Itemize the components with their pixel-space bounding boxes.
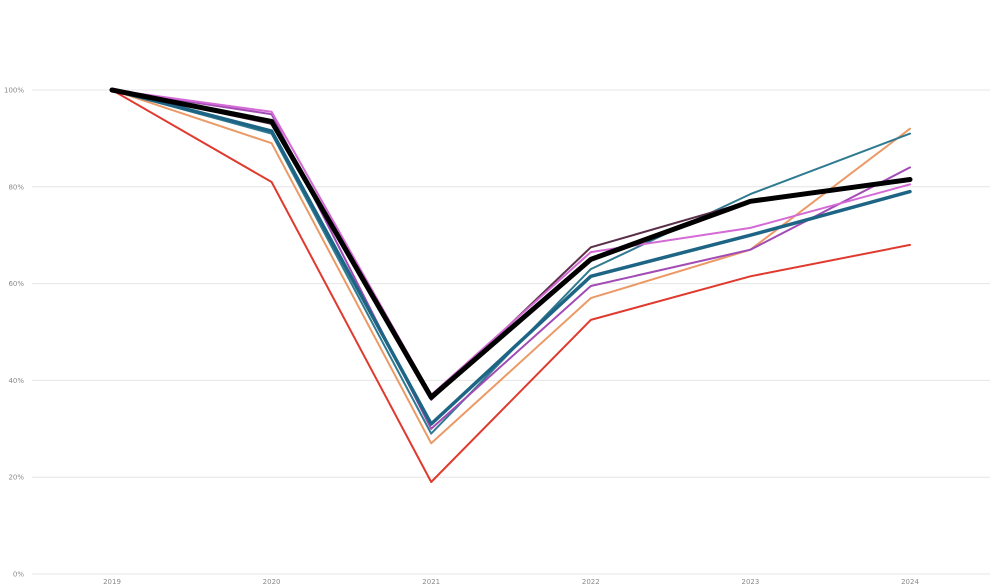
series-line-5 — [111, 89, 911, 401]
x-tick-label: 2021 — [422, 578, 440, 586]
series-line-7 — [110, 88, 912, 426]
x-tick-label: 2020 — [263, 578, 281, 586]
y-tick-label: 80% — [8, 183, 24, 191]
series-line-1 — [111, 89, 911, 483]
series-line-4 — [111, 89, 911, 430]
y-tick-label: 100% — [4, 87, 24, 95]
x-tick-label: 2023 — [741, 578, 759, 586]
x-tick-label: 2019 — [103, 578, 121, 586]
series-line-2 — [111, 89, 911, 445]
series-line-6 — [111, 89, 911, 396]
x-tick-label: 2024 — [901, 578, 919, 586]
x-axis-tick-labels: 2019 2020 2021 2022 2023 2024 — [103, 578, 919, 586]
y-tick-label: 60% — [8, 280, 24, 288]
series-line-8 — [109, 87, 913, 400]
y-tick-label: 40% — [8, 377, 24, 385]
gridlines — [32, 89, 990, 575]
y-tick-label: 0% — [13, 571, 24, 579]
x-tick-label: 2022 — [582, 578, 600, 586]
y-tick-label: 20% — [8, 474, 24, 482]
series-lines — [109, 87, 913, 483]
y-axis-tick-labels: 0% 20% 40% 60% 80% 100% — [4, 87, 24, 579]
series-line-3 — [111, 89, 911, 435]
